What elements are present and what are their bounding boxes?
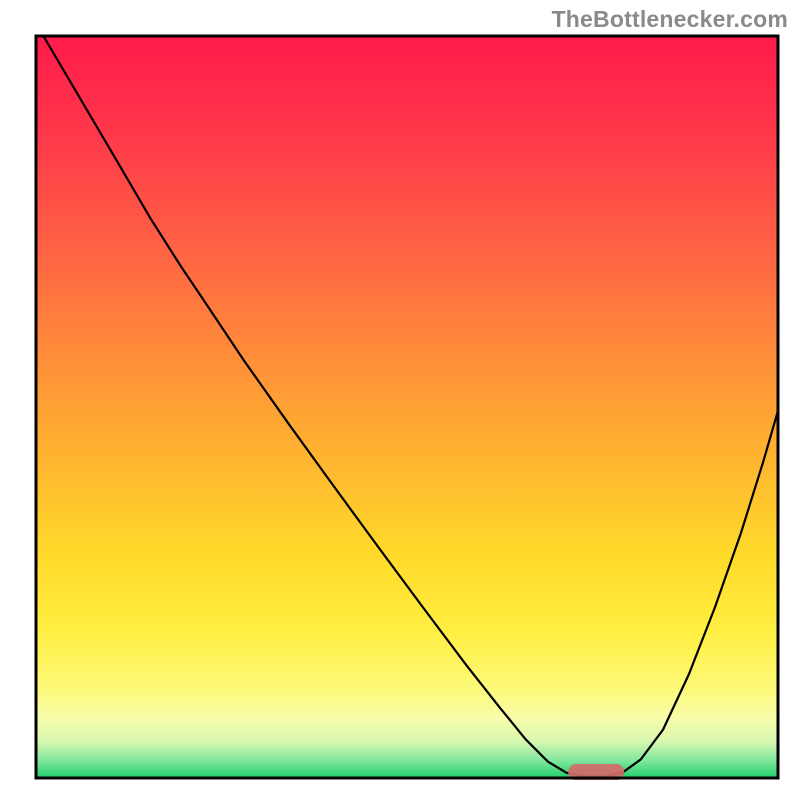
bottleneck-chart — [0, 0, 800, 800]
watermark-text: TheBottlenecker.com — [552, 6, 788, 33]
chart-background — [36, 36, 778, 778]
chart-container: { "watermark": { "text": "TheBottlenecke… — [0, 0, 800, 800]
